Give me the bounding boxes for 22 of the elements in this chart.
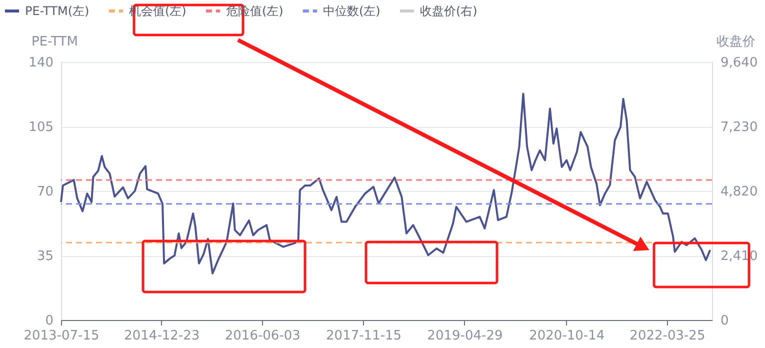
y-tick-label: 35 bbox=[36, 249, 54, 264]
legend-label: PE-TTM(左) bbox=[25, 4, 90, 18]
x-tick-label: 2022-03-25 bbox=[630, 328, 706, 344]
y-axis-title: PE-TTM bbox=[32, 34, 78, 50]
y-tick-label: 140 bbox=[28, 56, 54, 70]
legend-label: 中位数(左) bbox=[323, 4, 380, 18]
legend-label: 收盘价(右) bbox=[420, 4, 478, 18]
x-tick-label: 2013-07-15 bbox=[24, 328, 100, 344]
x-tick-label: 2019-04-29 bbox=[427, 328, 503, 344]
y-tick-label: 70 bbox=[36, 184, 54, 200]
x-tick-label: 2016-06-03 bbox=[224, 328, 300, 344]
y2-tick-label: 7,230 bbox=[720, 120, 758, 135]
y-tick-label: 0 bbox=[45, 314, 54, 328]
x-tick-label: 2017-11-15 bbox=[326, 328, 402, 344]
x-tick-label: 2020-10-14 bbox=[529, 328, 605, 344]
x-tick-label: 2014-12-23 bbox=[124, 328, 200, 344]
y2-tick-label: 4,820 bbox=[720, 184, 758, 200]
y-tick-label: 105 bbox=[28, 120, 54, 135]
y2-tick-label: 9,640 bbox=[720, 56, 758, 70]
y2-tick-label: 0 bbox=[720, 314, 729, 328]
y2-axis-title: 收盘价 bbox=[716, 34, 756, 50]
line-series bbox=[60, 92, 712, 274]
